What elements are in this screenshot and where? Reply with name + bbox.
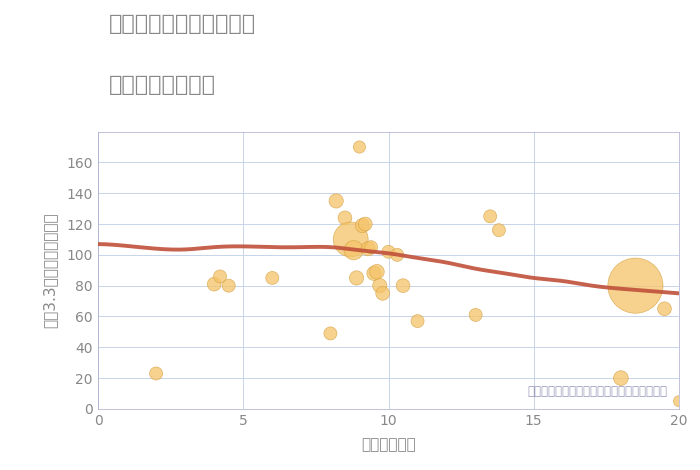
Point: [351, 274, 362, 282]
Point: [209, 280, 220, 288]
Point: [398, 282, 409, 290]
Point: [659, 305, 670, 313]
Point: [214, 273, 225, 280]
Point: [412, 317, 423, 325]
Point: [345, 235, 356, 243]
Point: [673, 398, 685, 405]
Point: [615, 374, 626, 382]
X-axis label: 駅距離（分）: 駅距離（分）: [361, 437, 416, 452]
Point: [494, 227, 505, 234]
Point: [360, 220, 371, 228]
Point: [371, 268, 382, 275]
Point: [630, 282, 641, 290]
Text: 駅距離別土地価格: 駅距離別土地価格: [108, 75, 216, 95]
Point: [365, 243, 377, 251]
Text: 兵庫県西宮市上葭原町の: 兵庫県西宮市上葭原町の: [108, 14, 256, 34]
Point: [340, 214, 351, 222]
Point: [484, 212, 496, 220]
Point: [368, 270, 379, 277]
Point: [267, 274, 278, 282]
Point: [377, 290, 388, 297]
Point: [330, 197, 342, 205]
Point: [363, 245, 374, 252]
Point: [383, 248, 394, 256]
Point: [348, 246, 359, 254]
Point: [354, 143, 365, 151]
Text: 円の大きさは、取引のあった物件面積を示す: 円の大きさは、取引のあった物件面積を示す: [527, 385, 667, 398]
Point: [325, 329, 336, 337]
Point: [391, 251, 402, 258]
Point: [150, 370, 162, 377]
Point: [470, 311, 482, 319]
Y-axis label: 坪（3.3㎡）単価（万円）: 坪（3.3㎡）単価（万円）: [43, 212, 57, 328]
Point: [357, 222, 368, 229]
Point: [223, 282, 235, 290]
Point: [374, 282, 386, 290]
